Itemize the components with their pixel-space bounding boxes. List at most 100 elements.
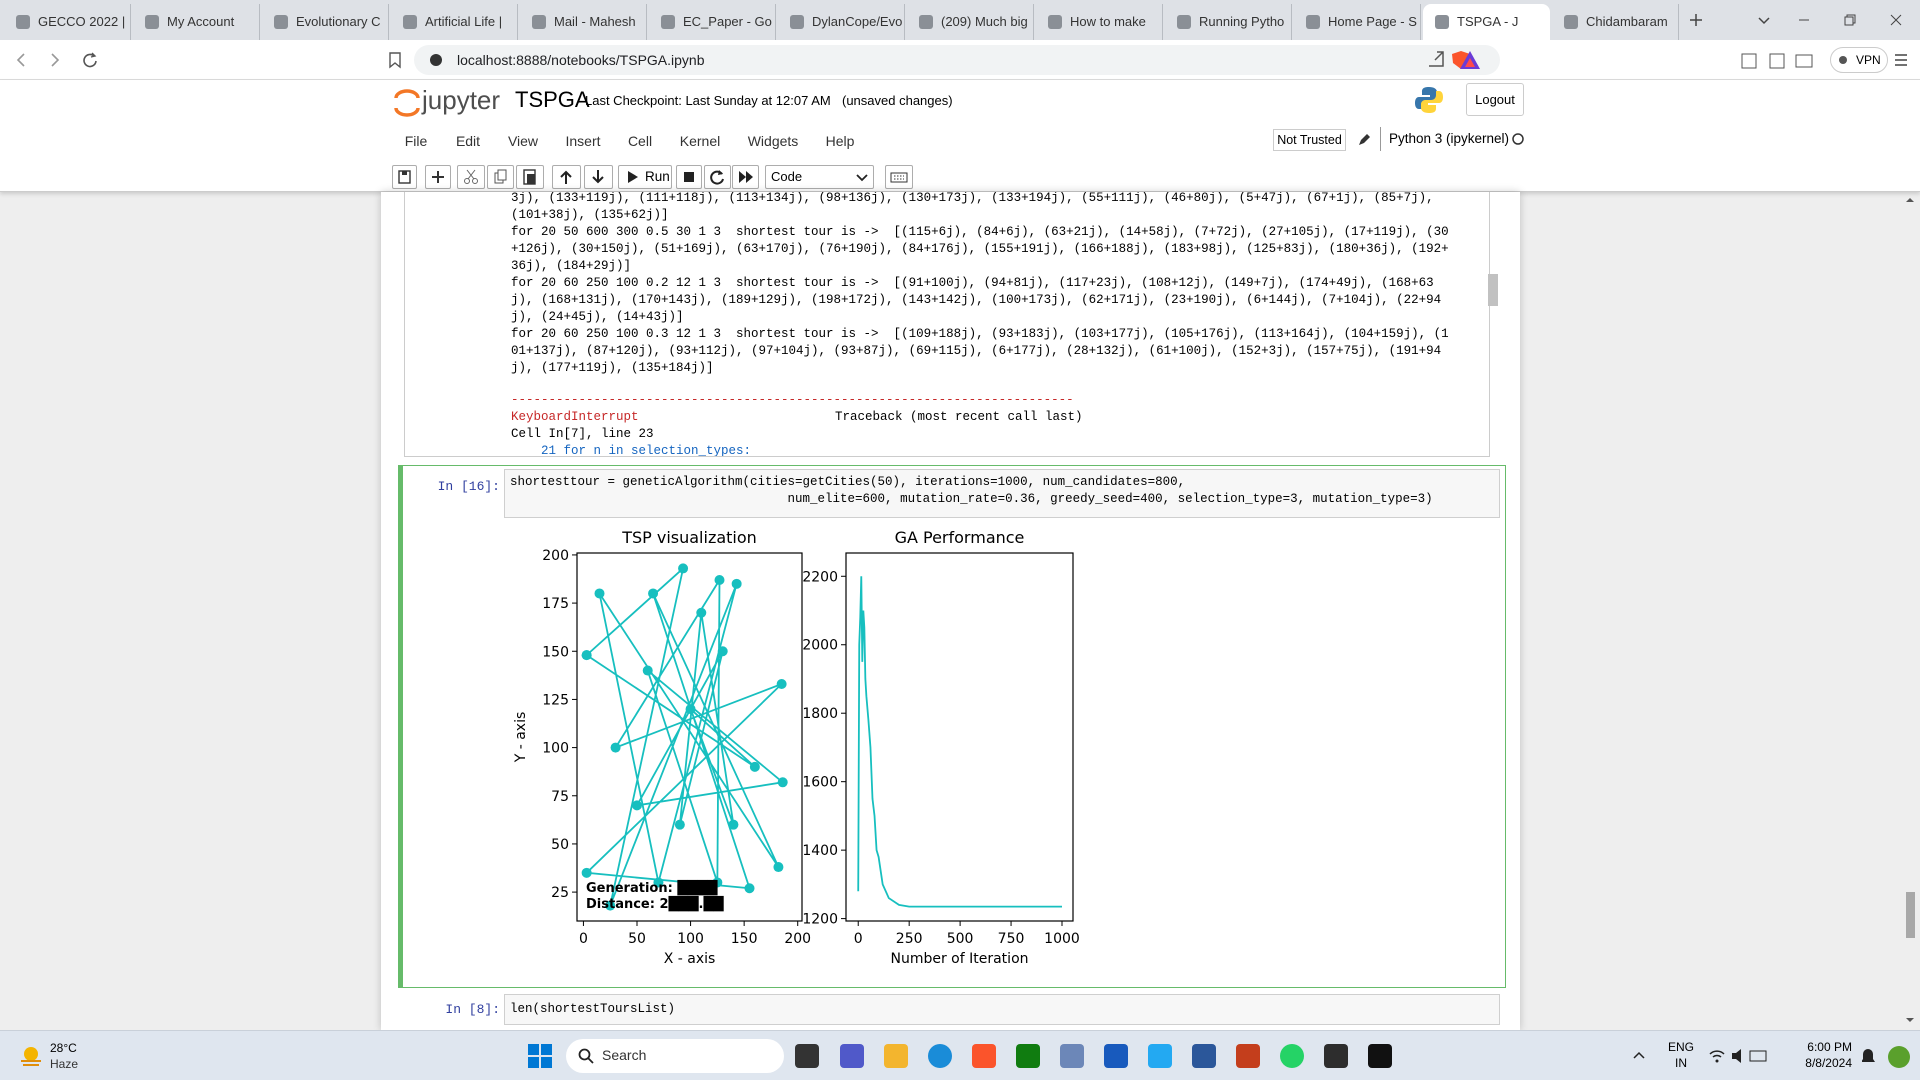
edge[interactable] — [928, 1044, 952, 1068]
xbox[interactable] — [1016, 1044, 1040, 1068]
restore[interactable] — [1842, 12, 1858, 28]
browser-tab[interactable]: My Account — [133, 4, 260, 40]
vpn-dot — [1839, 56, 1847, 64]
code-line: num_elite=600, mutation_rate=0.36, greed… — [510, 492, 1433, 506]
restart-run-button[interactable] — [732, 165, 759, 189]
menu[interactable] — [1893, 52, 1909, 68]
move-up-button[interactable] — [552, 165, 581, 189]
tab-title: Home Page - S — [1328, 14, 1417, 29]
copy-button[interactable] — [487, 165, 514, 189]
browser-tab[interactable]: How to make — [1036, 4, 1163, 40]
menu-item[interactable]: Cell — [627, 133, 653, 149]
page-scrollbar[interactable] — [1901, 192, 1920, 1030]
site-info[interactable] — [430, 54, 442, 66]
menu-item[interactable]: View — [507, 133, 539, 149]
tray-icons[interactable] — [1708, 1047, 1768, 1065]
nav-buttons[interactable] — [12, 50, 102, 70]
bookmark[interactable] — [388, 51, 402, 69]
minimize[interactable] — [1796, 12, 1812, 28]
new-tab[interactable] — [1688, 12, 1704, 28]
menu-item[interactable]: Kernel — [679, 133, 721, 149]
keyboard-button[interactable] — [885, 165, 913, 189]
vscode[interactable] — [1148, 1044, 1172, 1068]
icon — [494, 169, 507, 184]
restart-button[interactable] — [704, 165, 731, 189]
icon — [710, 170, 724, 185]
tray-expand[interactable] — [1632, 1050, 1646, 1060]
brave[interactable] — [972, 1044, 996, 1068]
tab-list[interactable] — [1756, 12, 1772, 28]
output-scrollbar[interactable] — [1486, 272, 1500, 308]
word[interactable] — [1104, 1044, 1128, 1068]
code-line: len(shortestToursList) — [510, 1002, 676, 1016]
notifications[interactable] — [1862, 1045, 1912, 1069]
notebook-name[interactable]: TSPGA — [515, 87, 590, 112]
menu-item[interactable]: File — [404, 133, 428, 149]
edit-icon[interactable] — [1357, 133, 1371, 147]
paste-button[interactable] — [516, 165, 544, 189]
menu-item[interactable]: Help — [825, 133, 855, 149]
notepad[interactable] — [1192, 1044, 1216, 1068]
extensions[interactable] — [1740, 52, 1820, 70]
browser-tab[interactable]: EC_Paper - Go — [649, 4, 776, 40]
output-line: Traceback (most recent call last) — [835, 410, 1083, 424]
tab-title: GECCO 2022 | — [38, 14, 126, 29]
file-explorer[interactable] — [884, 1044, 908, 1068]
menu-item[interactable]: Edit — [455, 133, 481, 149]
language[interactable]: ENG — [1668, 1040, 1695, 1054]
icon — [464, 169, 478, 184]
trusted-indicator[interactable]: Not Trusted — [1273, 129, 1346, 151]
tab-title: TSPGA - J — [1457, 14, 1519, 29]
code-input[interactable]: shortesttour = geneticAlgorithm(cities=g… — [504, 469, 1500, 518]
task-view[interactable] — [795, 1044, 819, 1068]
tab-icon — [1435, 15, 1449, 29]
cut-button[interactable] — [457, 165, 485, 189]
clock-date[interactable]: 8/8/2024 — [1805, 1056, 1852, 1070]
code-input[interactable]: len(shortestToursList) — [504, 994, 1500, 1025]
selected-cell[interactable] — [398, 465, 1506, 988]
output-line: 01+137j), (87+120j), (93+112j), (97+104j… — [511, 344, 1442, 358]
interrupt-button[interactable] — [676, 165, 702, 189]
url-box[interactable] — [414, 45, 1500, 75]
code-line: shortesttour = geneticAlgorithm(cities=g… — [510, 475, 1186, 489]
teams[interactable] — [840, 1044, 864, 1068]
url: localhost:8888/notebooks/TSPGA.ipynb — [457, 52, 705, 68]
start-button[interactable] — [528, 1044, 552, 1068]
browser-tab[interactable]: Mail - Mahesh — [520, 4, 647, 40]
powerpoint[interactable] — [1236, 1044, 1260, 1068]
close[interactable] — [1888, 12, 1904, 28]
region[interactable]: IN — [1675, 1056, 1687, 1070]
tab-title: Chidambaram — [1586, 14, 1668, 29]
menu-item[interactable]: Insert — [565, 133, 601, 149]
browser-tab[interactable]: Home Page - S — [1294, 4, 1421, 40]
mail[interactable] — [1060, 1044, 1084, 1068]
run-button[interactable]: Run — [618, 165, 672, 189]
clock-time[interactable]: 6:00 PM — [1807, 1040, 1852, 1054]
jupyter-logo-mark — [394, 89, 420, 117]
search-box[interactable]: Search — [566, 1039, 784, 1073]
browser-tab[interactable]: Running Pytho — [1165, 4, 1292, 40]
icon — [739, 171, 753, 183]
move-down-button[interactable] — [584, 165, 613, 189]
cell-type-select[interactable]: Code — [765, 165, 874, 189]
browser-tab[interactable]: GECCO 2022 | — [4, 4, 131, 40]
terminal[interactable] — [1324, 1044, 1348, 1068]
rewards[interactable] — [1458, 49, 1482, 71]
browser-tab[interactable]: TSPGA - J — [1423, 4, 1550, 40]
browser-tab[interactable]: DylanCope/Evo — [778, 4, 905, 40]
logout-button[interactable]: Logout — [1466, 83, 1524, 116]
insert-button[interactable] — [425, 165, 451, 189]
icon — [592, 170, 604, 184]
output-line: (101+38j), (135+62j)] — [511, 208, 669, 222]
jupyter-logo[interactable]: jupyter — [422, 85, 501, 115]
vpn-button[interactable]: VPN — [1830, 47, 1888, 73]
browser-tab[interactable]: Evolutionary C — [262, 4, 389, 40]
whatsapp[interactable] — [1280, 1044, 1304, 1068]
tab-icon — [790, 15, 804, 29]
menu-item[interactable]: Widgets — [747, 133, 799, 149]
browser-tab[interactable]: Chidambaram — [1552, 4, 1679, 40]
browser-tab[interactable]: (209) Much big — [907, 4, 1034, 40]
save-button[interactable] — [392, 165, 417, 189]
browser-tab[interactable]: Artificial Life | — [391, 4, 518, 40]
console[interactable] — [1368, 1044, 1392, 1068]
